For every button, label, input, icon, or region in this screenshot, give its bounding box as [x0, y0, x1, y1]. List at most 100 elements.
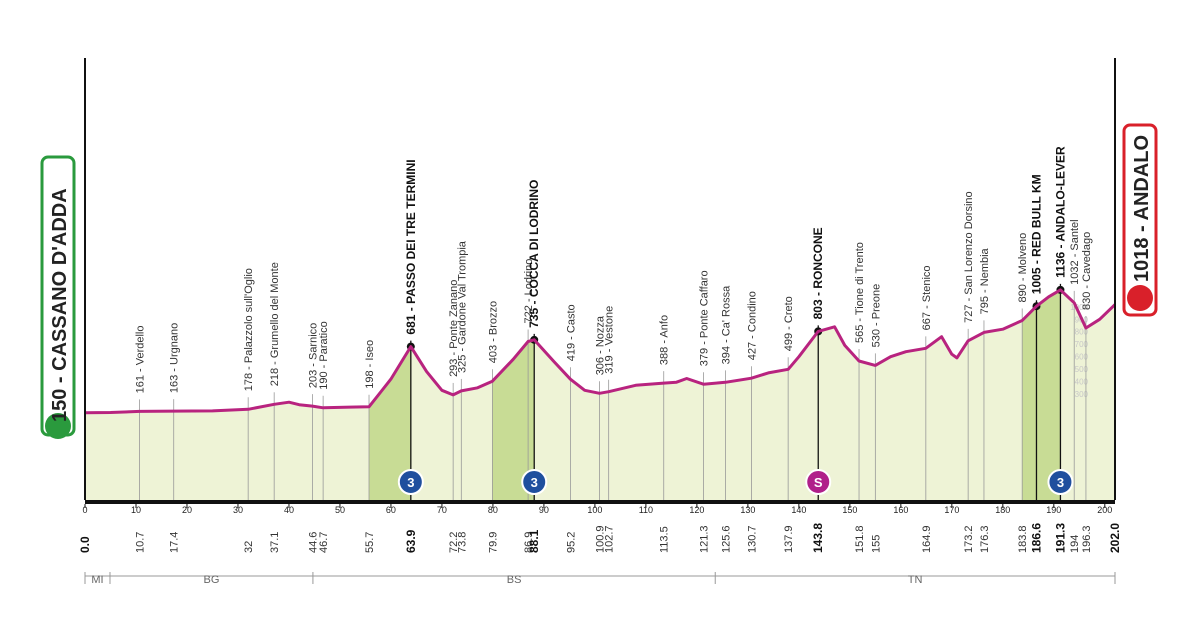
km-label: 17.4 — [169, 532, 181, 553]
waypoint-label: 667 - Stenico — [921, 265, 933, 330]
start-icon — [45, 413, 71, 439]
km-label: 102.7 — [604, 525, 616, 553]
waypoint-label: 1005 - RED BULL KM — [1029, 174, 1043, 294]
region-label: TN — [908, 574, 923, 586]
start-label: 150 - CASSANO D'ADDA — [49, 188, 71, 422]
x-tick-label: 0 — [82, 505, 87, 515]
km-label: 176.3 — [979, 525, 991, 553]
x-tick-label: 120 — [689, 505, 704, 515]
km-label: 46.7 — [318, 532, 330, 553]
waypoint-label: 795 - Nembia — [979, 247, 991, 314]
x-tick-label: 30 — [233, 505, 243, 515]
finish-label: 1018 - ANDALO — [1131, 135, 1153, 282]
km-label: 44.6 — [307, 532, 319, 553]
waypoint-label: 1032 - Santel — [1069, 219, 1081, 284]
x-tick-label: 180 — [995, 505, 1010, 515]
x-tick-label: 70 — [437, 505, 447, 515]
x-tick-label: 110 — [639, 505, 653, 515]
region-label: MI — [91, 574, 103, 586]
waypoint-label: 722 - Lodrino — [523, 259, 535, 324]
y-tick-label: 700 — [1075, 340, 1089, 349]
x-tick-label: 150 — [842, 505, 857, 515]
waypoint-label: 388 - Anfo — [659, 315, 671, 365]
y-tick-label: 500 — [1075, 365, 1089, 374]
km-label: 196.3 — [1081, 525, 1093, 553]
waypoint-label: 499 - Creto — [783, 296, 795, 351]
climb-marker — [521, 469, 548, 495]
finish-icon — [1127, 285, 1153, 311]
x-tick-label: 190 — [1046, 505, 1061, 515]
km-label: 86.9 — [523, 532, 535, 553]
x-tick-label: 60 — [386, 505, 396, 515]
y-tick-label: 1000 — [1070, 303, 1088, 312]
y-tick-label: 800 — [1075, 328, 1089, 337]
waypoint-label: 403 - Brozzo — [487, 301, 499, 363]
km-label: 10.7 — [135, 532, 147, 553]
climb-marker-label: S — [814, 475, 823, 490]
waypoint-label: 293 - Ponte Zanano — [448, 280, 460, 377]
climb-marker — [805, 469, 832, 495]
km-label: 0.0 — [78, 536, 92, 553]
waypoint-label: 803 - RONCONE — [811, 227, 825, 319]
km-label: 155 — [870, 535, 882, 553]
waypoint-label: 203 - Sarnico — [307, 323, 319, 388]
km-label: 194 — [1069, 535, 1081, 553]
km-label: 88.1 — [527, 529, 541, 553]
km-label: 130.7 — [746, 525, 758, 553]
finish-box — [1122, 123, 1158, 317]
km-label: 73.8 — [456, 532, 468, 553]
x-tick-label: 170 — [944, 505, 959, 515]
km-label: 137.9 — [783, 525, 795, 553]
km-label: 121.3 — [699, 525, 711, 553]
waypoint-label: 735 - COCCA DI LODRINO — [527, 180, 541, 328]
climb-marker-label: 3 — [531, 475, 538, 490]
climb-fill — [1022, 289, 1061, 500]
waypoint-label: 830 - Cavedago — [1081, 232, 1093, 310]
x-tick-label: 80 — [488, 505, 498, 515]
waypoint-label: 161 - Verdello — [135, 325, 147, 393]
x-tick-label: 20 — [182, 505, 192, 515]
km-label: 113.5 — [659, 526, 671, 553]
waypoint-label: 427 - Condino — [746, 291, 758, 360]
x-tick-label: 90 — [539, 505, 549, 515]
x-tick-label: 40 — [284, 505, 294, 515]
waypoint-label: 419 - Casto — [565, 304, 577, 361]
km-label: 183.8 — [1017, 525, 1029, 553]
waypoint-label: 1136 - ANDALO-LEVER — [1053, 146, 1067, 278]
waypoint-label: 890 - Molveno — [1017, 233, 1029, 303]
km-label: 95.2 — [565, 532, 577, 553]
waypoint-label: 198 - Iseo — [364, 340, 376, 389]
y-tick-label: 400 — [1075, 378, 1089, 387]
y-tick-label: 600 — [1075, 353, 1089, 362]
profile-area — [85, 289, 1115, 500]
x-tick-label: 200 — [1097, 505, 1112, 515]
km-label: 151.8 — [854, 525, 866, 553]
km-label: 191.3 — [1053, 523, 1067, 553]
waypoint-label: 178 - Palazzolo sull'Oglio — [243, 268, 255, 391]
climb-marker — [1047, 469, 1074, 495]
profile-line — [84, 288, 1117, 415]
x-tick-label: 140 — [791, 505, 806, 515]
waypoint-label: 565 - Tione di Trento — [854, 242, 866, 343]
waypoint-label: 163 - Urgnano — [169, 323, 181, 393]
y-tick-label: 300 — [1075, 390, 1089, 399]
km-label: 143.8 — [811, 523, 825, 553]
waypoint-label: 306 - Nozza — [594, 315, 606, 375]
km-label: 79.9 — [487, 532, 499, 553]
km-label: 32 — [243, 541, 255, 553]
region-label: BG — [204, 574, 220, 586]
x-tick-label: 10 — [131, 505, 141, 515]
km-label: 202.0 — [1108, 523, 1122, 553]
waypoint-label: 218 - Grumello del Monte — [269, 262, 281, 386]
waypoint-label: 530 - Preone — [870, 284, 882, 348]
waypoint-label: 190 - Paratico — [318, 321, 330, 389]
km-label: 125.6 — [720, 525, 732, 553]
x-tick-label: 160 — [893, 505, 908, 515]
waypoint-label: 681 - PASSO DEI TRE TERMINI — [404, 159, 418, 334]
km-label: 63.9 — [404, 529, 418, 553]
km-label: 173.2 — [963, 525, 975, 553]
climb-marker-label: 3 — [407, 475, 414, 490]
x-tick-label: 50 — [335, 505, 345, 515]
waypoint-label: 394 - Ca' Rossa — [720, 285, 732, 364]
